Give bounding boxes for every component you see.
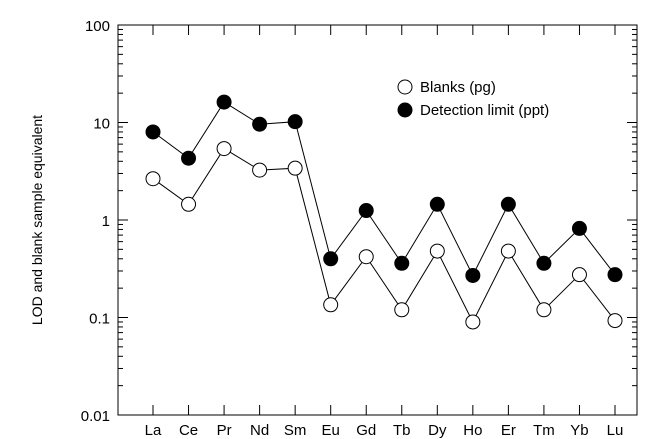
data-point — [323, 251, 339, 267]
series-points — [145, 94, 623, 330]
x-tick-label: Tm — [533, 422, 555, 439]
x-tick-label: Tb — [393, 422, 411, 439]
data-point — [607, 313, 623, 329]
data-point — [429, 243, 445, 259]
data-point — [287, 114, 303, 130]
data-point — [358, 203, 374, 219]
legend: Blanks (pg) Detection limit (ppt) — [397, 79, 549, 119]
x-tick-label: Er — [501, 422, 516, 439]
x-tick-label: Eu — [322, 422, 340, 439]
x-tick-label: Lu — [607, 422, 624, 439]
series-line — [152, 101, 616, 277]
data-point — [607, 267, 623, 283]
data-point — [145, 124, 161, 140]
data-point — [429, 196, 445, 212]
data-point — [571, 220, 587, 236]
series-lines — [152, 101, 616, 324]
data-point — [181, 196, 197, 212]
x-tick-label: Sm — [284, 422, 307, 439]
data-point — [536, 255, 552, 271]
y-tick-label: 0.01 — [81, 408, 110, 425]
data-point — [465, 267, 481, 283]
data-point — [536, 302, 552, 318]
legend-label: Blanks (pg) — [420, 79, 496, 96]
data-point — [323, 297, 339, 313]
data-point — [358, 249, 374, 265]
y-axis-label: LOD and blank sample equivalent — [29, 115, 45, 325]
legend-marker — [397, 102, 413, 118]
x-tick-label: Gd — [356, 422, 376, 439]
data-point — [181, 150, 197, 166]
y-tick-label: 0.1 — [89, 311, 110, 328]
x-tick-label: Ho — [463, 422, 482, 439]
legend-marker — [397, 79, 413, 95]
x-tick-label: Nd — [250, 422, 269, 439]
data-point — [465, 314, 481, 330]
data-point — [145, 171, 161, 187]
x-tick-label: Yb — [570, 422, 588, 439]
x-tick-label: Pr — [217, 422, 232, 439]
y-tick-label: 100 — [85, 18, 110, 35]
data-point — [500, 196, 516, 212]
data-point — [216, 141, 232, 157]
data-point — [394, 255, 410, 271]
x-tick-label: Dy — [428, 422, 447, 439]
data-point — [394, 302, 410, 318]
data-point — [252, 116, 268, 132]
data-point — [287, 160, 303, 176]
data-point — [500, 243, 516, 259]
y-tick-label: 1 — [102, 213, 110, 230]
y-axis-ticks: 0.01 0.1 1 10 100 — [81, 18, 637, 425]
x-axis-ticks: La Ce Pr Nd Sm Eu Gd Tb Dy Ho Er Tm Yb Lu — [145, 25, 624, 439]
data-point — [216, 94, 232, 110]
series-line — [152, 147, 616, 324]
data-point — [571, 267, 587, 283]
plot-frame — [117, 24, 638, 416]
x-tick-label: Ce — [179, 422, 198, 439]
y-tick-label: 10 — [93, 116, 110, 133]
data-point — [252, 162, 268, 178]
legend-label: Detection limit (ppt) — [420, 102, 549, 119]
x-tick-label: La — [145, 422, 162, 439]
